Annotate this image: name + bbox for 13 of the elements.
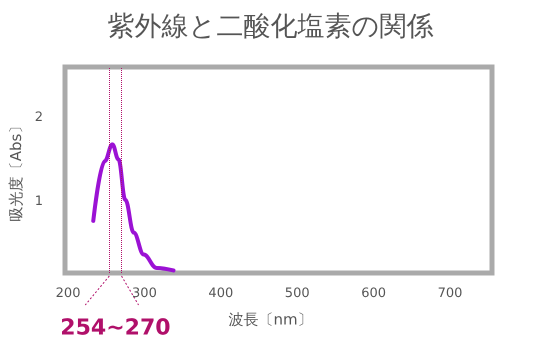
y-tick-label: 2 <box>34 110 43 125</box>
text: 254~270 <box>60 316 171 340</box>
x-tick-label: 500 <box>284 286 310 301</box>
x-axis-title: 波長〔nm〕 <box>228 310 313 328</box>
y-tick-label: 1 <box>34 194 43 210</box>
y-axis-title: 吸光度〔Abs〕 <box>7 118 25 222</box>
x-tick-label: 200 <box>56 286 80 301</box>
x-tick-label: 700 <box>438 286 462 301</box>
x-tick-label: 600 <box>361 286 386 301</box>
x-tick-label: 300 <box>132 286 157 301</box>
chart-title: 紫外線と二酸化塩素の関係 <box>108 11 434 42</box>
x-tick-label: 400 <box>208 286 234 301</box>
line-series <box>91 142 176 272</box>
